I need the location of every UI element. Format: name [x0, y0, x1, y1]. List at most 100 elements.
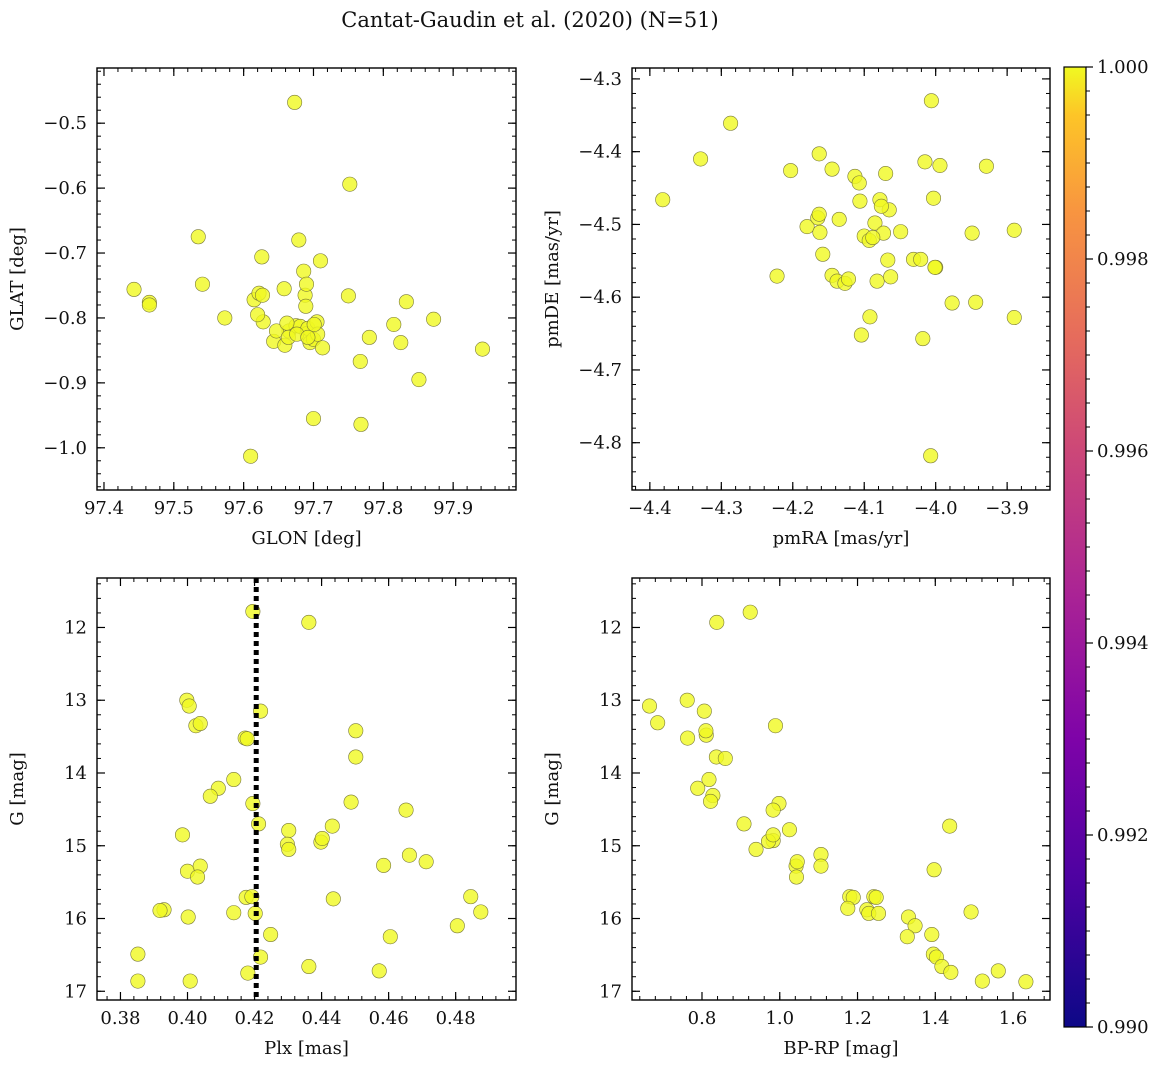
data-point — [841, 271, 857, 287]
data-point — [298, 276, 314, 292]
data-point — [924, 927, 940, 943]
data-point — [942, 818, 958, 834]
data-point — [181, 698, 197, 714]
x-tick-label: 0.46 — [369, 1008, 409, 1029]
data-point — [923, 93, 939, 109]
data-point — [411, 372, 427, 388]
x-axis-label: GLON [deg] — [251, 528, 361, 549]
x-tick-label: 97.6 — [224, 498, 264, 519]
data-point — [690, 780, 706, 796]
data-point — [325, 891, 341, 907]
x-tick-label: 1.2 — [843, 1008, 872, 1029]
y-tick-label: −0.7 — [43, 243, 87, 264]
y-tick-label: 16 — [599, 909, 622, 930]
x-tick-label: 0.8 — [688, 1008, 717, 1029]
data-point — [703, 793, 719, 809]
data-point — [871, 905, 887, 921]
y-tick-label: 17 — [64, 981, 87, 1002]
data-point — [268, 323, 284, 339]
colorbar-gradient — [1063, 66, 1087, 1028]
data-point — [765, 802, 781, 818]
data-point — [899, 929, 915, 945]
data-point — [769, 268, 785, 284]
data-point — [296, 263, 312, 279]
colorbar-tick-label: 0.996 — [1097, 441, 1149, 462]
x-tick-label: 97.7 — [293, 498, 333, 519]
data-point — [376, 857, 392, 873]
data-point — [915, 331, 931, 347]
data-point — [641, 698, 657, 714]
data-point — [281, 841, 297, 857]
data-point — [279, 315, 295, 331]
data-point — [240, 965, 256, 981]
data-point — [869, 273, 885, 289]
y-tick-label: −0.9 — [43, 373, 87, 394]
data-point — [679, 692, 695, 708]
y-axis-label: pmDE [mas/yr] — [542, 210, 563, 348]
data-point — [865, 230, 881, 246]
data-point — [474, 341, 490, 357]
data-point — [990, 963, 1006, 979]
data-point — [255, 287, 271, 303]
data-point — [824, 161, 840, 177]
data-point — [194, 276, 210, 292]
data-point — [799, 219, 815, 235]
data-point — [348, 723, 364, 739]
data-point — [298, 298, 314, 314]
data-point — [281, 822, 297, 838]
data-point — [306, 316, 322, 332]
y-tick-label: −0.8 — [43, 308, 87, 329]
data-point — [361, 329, 377, 345]
data-point — [300, 329, 316, 345]
y-axis-label: G [mag] — [7, 752, 28, 825]
data-point — [401, 847, 417, 863]
data-point — [978, 158, 994, 174]
data-point — [789, 854, 805, 870]
x-axis-label: BP-RP [mag] — [783, 1038, 898, 1059]
x-tick-label: 97.5 — [154, 498, 194, 519]
data-point — [217, 310, 233, 326]
y-tick-label: −4.4 — [578, 142, 622, 163]
data-point — [717, 750, 733, 766]
data-point — [276, 281, 292, 297]
data-point — [190, 869, 206, 885]
data-point — [813, 858, 829, 874]
y-tick-label: 16 — [64, 909, 87, 930]
x-tick-label: −4.0 — [914, 498, 958, 519]
data-point — [723, 115, 739, 131]
data-point — [130, 946, 146, 962]
data-point — [968, 294, 984, 310]
y-tick-label: −0.5 — [43, 113, 87, 134]
x-tick-label: 97.9 — [433, 498, 473, 519]
data-point — [788, 869, 804, 885]
data-point — [932, 157, 948, 173]
y-tick-label: −4.3 — [578, 69, 622, 90]
y-axis-label: G [mag] — [542, 752, 563, 825]
data-point — [180, 909, 196, 925]
data-point — [239, 731, 255, 747]
x-tick-label: 1.0 — [765, 1008, 794, 1029]
scatter-panels: 97.4 97.5 97.6 97.7 97.8 97.9 −1.0 −0.9 −0.8 −0.7… — [7, 67, 1051, 1059]
x-tick-label: 1.6 — [999, 1008, 1028, 1029]
colorbar-tick-label: 0.998 — [1097, 249, 1149, 270]
data-point — [352, 353, 368, 369]
data-point — [926, 190, 942, 206]
data-point — [650, 715, 666, 731]
data-point — [736, 816, 752, 832]
y-tick-label: 13 — [64, 690, 87, 711]
colorbar-tick-label: 0.994 — [1097, 633, 1149, 654]
data-point — [883, 269, 899, 285]
data-point — [141, 297, 157, 313]
data-point — [893, 224, 909, 240]
data-point — [324, 818, 340, 834]
panel-proper-motion: −4.4 −4.3 −4.2 −4.1 −4.0 −3.9 −4.8 −4.7 −4.6 −4.5… — [542, 67, 1051, 549]
data-point — [398, 294, 414, 310]
data-point — [862, 309, 878, 325]
data-point — [152, 903, 168, 919]
data-point — [382, 929, 398, 945]
data-point — [867, 215, 883, 231]
x-tick-label: 0.44 — [302, 1008, 342, 1029]
data-point — [943, 964, 959, 980]
data-point — [312, 253, 328, 269]
data-point — [202, 788, 218, 804]
